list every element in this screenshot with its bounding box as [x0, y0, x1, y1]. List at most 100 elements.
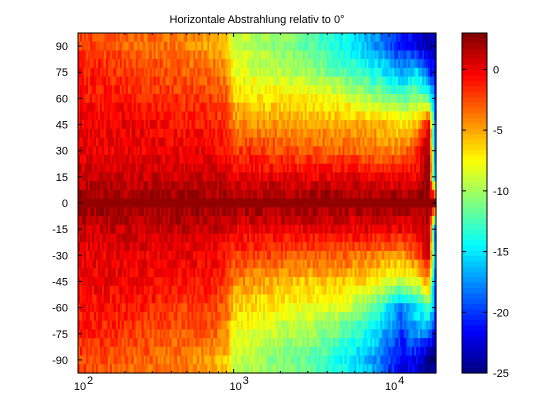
heatmap-cell — [149, 76, 153, 86]
heatmap-cell — [249, 224, 252, 235]
heatmap-cell — [119, 33, 123, 43]
heatmap-cell — [296, 120, 300, 130]
heatmap-cell — [304, 198, 308, 208]
heatmap-cell — [354, 242, 358, 252]
heatmap-cell — [205, 181, 208, 191]
heatmap-cell — [219, 33, 222, 43]
heatmap-cell — [418, 137, 421, 147]
heatmap-cell — [402, 59, 405, 69]
heatmap-cell — [207, 250, 210, 261]
heatmap-cell — [412, 181, 415, 191]
heatmap-cell — [215, 111, 218, 121]
heatmap-cell — [328, 33, 332, 43]
heatmap-cell — [113, 242, 117, 252]
heatmap-cell — [428, 181, 431, 191]
heatmap-cell — [352, 172, 356, 182]
heatmap-cell — [328, 224, 332, 235]
heatmap-cell — [372, 198, 375, 208]
heatmap-cell — [187, 50, 190, 60]
heatmap-cell — [167, 216, 171, 226]
heatmap-cell — [310, 120, 314, 130]
heatmap-cell — [173, 111, 177, 121]
heatmap-cell — [298, 155, 302, 165]
heatmap-cell — [374, 163, 377, 174]
heatmap-cell — [324, 216, 328, 226]
heatmap-cell — [404, 59, 407, 69]
heatmap-cell — [332, 233, 336, 243]
heatmap-cell — [127, 233, 131, 243]
heatmap-cell — [374, 207, 377, 217]
heatmap-cell — [340, 242, 344, 252]
heatmap-cell — [276, 216, 280, 226]
heatmap-cell — [183, 50, 186, 60]
heatmap-cell — [406, 59, 409, 69]
heatmap-cell — [352, 102, 356, 113]
heatmap-cell — [187, 172, 190, 182]
heatmap-cell — [243, 163, 246, 174]
heatmap-cell — [123, 41, 127, 52]
heatmap-cell — [426, 233, 429, 243]
heatmap-cell — [378, 189, 381, 200]
heatmap-cell — [237, 172, 240, 182]
heatmap-cell — [410, 250, 413, 261]
heatmap-cell — [83, 163, 87, 174]
heatmap-cell — [109, 111, 113, 121]
heatmap-cell — [137, 59, 141, 69]
heatmap-cell — [316, 50, 320, 60]
heatmap-cell — [320, 102, 324, 113]
heatmap-cell — [147, 242, 151, 252]
heatmap-cell — [97, 242, 101, 252]
heatmap-cell — [127, 163, 131, 174]
heatmap-cell — [420, 198, 423, 208]
heatmap-cell — [205, 146, 208, 156]
heatmap-cell — [107, 50, 111, 60]
heatmap-cell — [111, 94, 115, 104]
heatmap-cell — [99, 259, 103, 269]
heatmap-cell — [85, 242, 89, 252]
heatmap-cell — [426, 224, 429, 235]
heatmap-cell — [105, 128, 109, 139]
heatmap-cell — [406, 224, 409, 235]
heatmap-cell — [412, 137, 415, 147]
heatmap-cell — [312, 172, 316, 182]
heatmap-cell — [288, 181, 292, 191]
heatmap-cell — [366, 216, 369, 226]
heatmap-cell — [392, 111, 395, 121]
heatmap-cell — [368, 111, 371, 121]
heatmap-cell — [268, 102, 272, 113]
heatmap-cell — [332, 163, 336, 174]
heatmap-cell — [258, 224, 262, 235]
heatmap-cell — [292, 181, 296, 191]
heatmap-cell — [326, 189, 330, 200]
heatmap-cell — [253, 85, 256, 95]
heatmap-cell — [288, 268, 292, 278]
heatmap-cell — [207, 268, 210, 278]
heatmap-cell — [179, 189, 183, 200]
heatmap-cell — [225, 76, 228, 86]
heatmap-cell — [159, 59, 163, 69]
heatmap-cell — [400, 172, 403, 182]
heatmap-cell — [322, 33, 326, 43]
heatmap-cell — [189, 50, 192, 60]
heatmap-cell — [374, 181, 377, 191]
heatmap-cell — [83, 33, 87, 43]
heatmap-cell — [251, 155, 254, 165]
heatmap-cell — [111, 250, 115, 261]
heatmap-cell — [185, 189, 188, 200]
heatmap-cell — [83, 50, 87, 60]
heatmap-cell — [338, 216, 342, 226]
heatmap-cell — [173, 102, 177, 113]
heatmap-cell — [235, 146, 238, 156]
heatmap-cell — [109, 155, 113, 165]
heatmap-cell — [101, 172, 105, 182]
heatmap-cell — [81, 189, 85, 200]
heatmap-cell — [221, 216, 224, 226]
heatmap-cell — [384, 250, 387, 261]
heatmap-cell — [149, 41, 153, 52]
heatmap-cell — [209, 33, 212, 43]
heatmap-cell — [374, 198, 377, 208]
heatmap-cell — [330, 102, 334, 113]
heatmap-cell — [364, 41, 367, 52]
heatmap-cell — [302, 198, 306, 208]
heatmap-cell — [432, 189, 435, 200]
